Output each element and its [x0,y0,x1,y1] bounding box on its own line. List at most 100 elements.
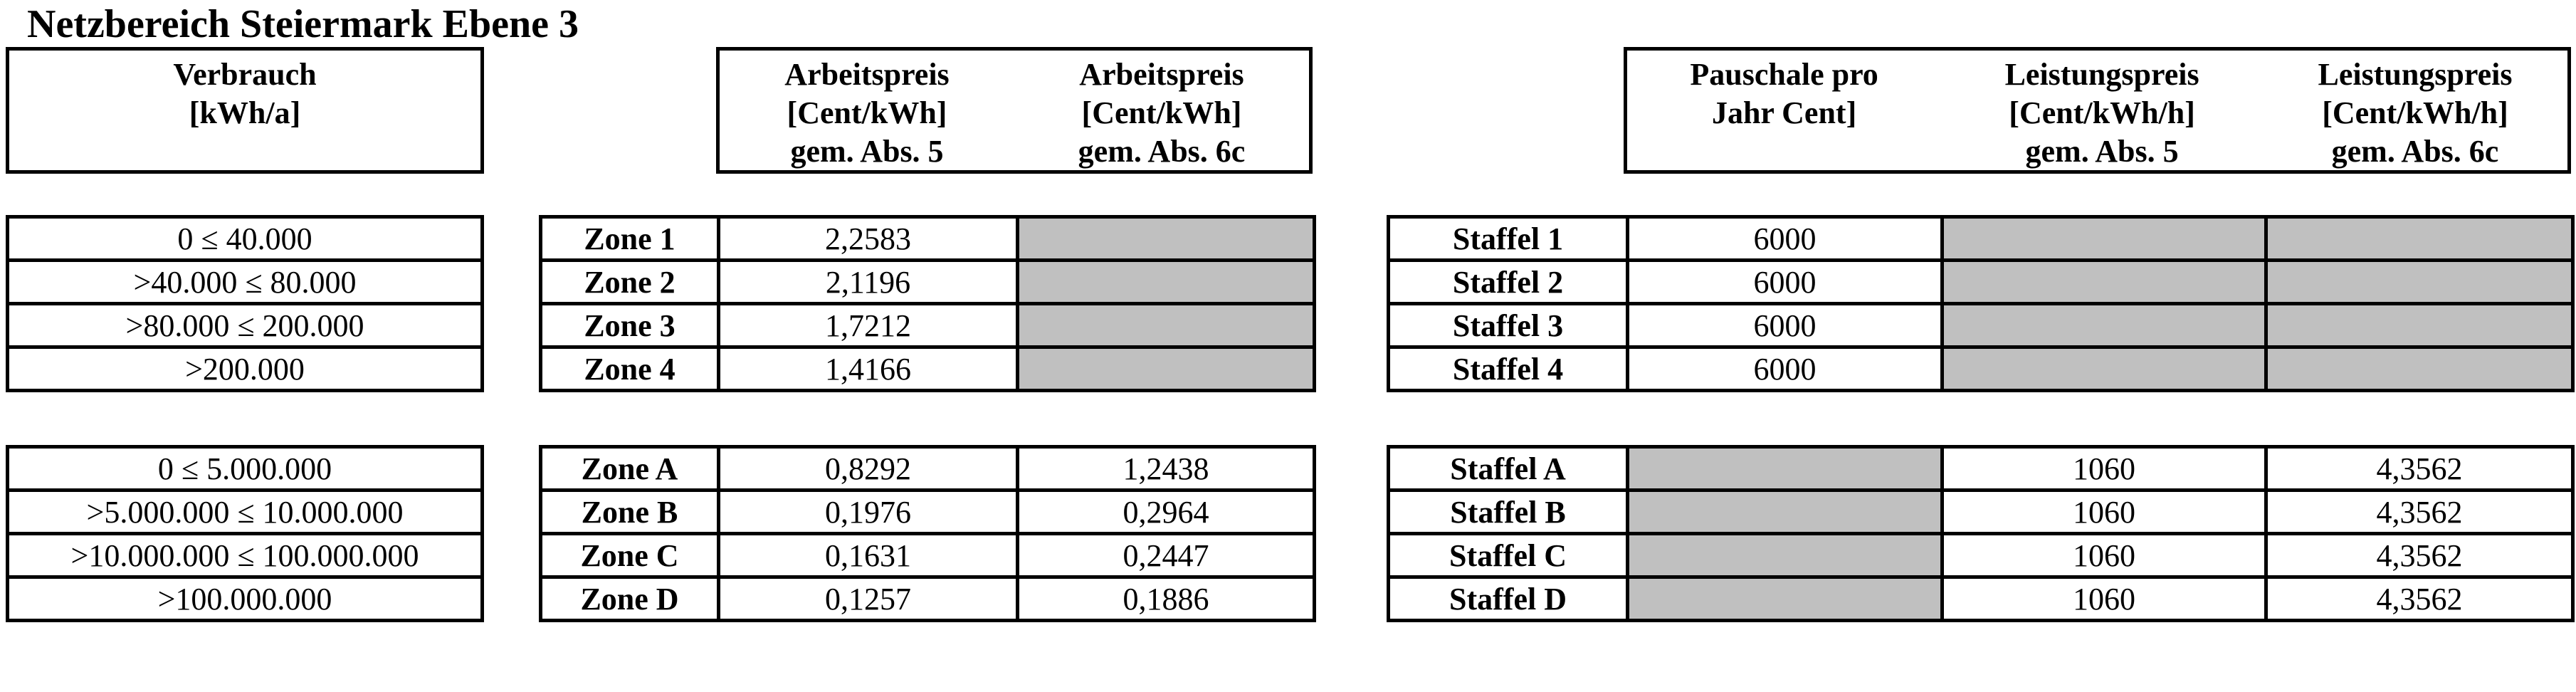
empty-cell [1626,532,1944,579]
empty-cell [1626,575,1944,622]
price-cell: 6000 [1626,258,1944,305]
table-row: Staffel D 1060 4,3562 [1387,575,2575,622]
zone-price-table-2: Zone A 0,8292 1,2438 Zone B 0,1976 0,296… [539,445,1316,622]
price-cell: 6000 [1626,345,1944,392]
table-row: >5.000.000 ≤ 10.000.000 [6,488,484,535]
staffel-price-table-1: Staffel 1 6000 Staffel 2 6000 Staffel 3 … [1387,215,2575,392]
staffel-label: Staffel C [1387,532,1629,579]
table-row: Zone B 0,1976 0,2964 [539,488,1316,535]
price-cell: 0,1976 [717,488,1019,535]
price-cell: 1,4166 [717,345,1019,392]
range-cell: >10.000.000 ≤ 100.000.000 [6,532,484,579]
empty-cell [2264,215,2575,262]
empty-cell [1016,258,1316,305]
header-leistungspreis-abs6c: Leistungspreis [Cent/kWh/h] gem. Abs. 6c [2263,51,2567,170]
empty-cell [1016,345,1316,392]
price-cell: 0,1886 [1016,575,1316,622]
header-verbrauch: Verbrauch [kWh/a] [9,51,480,170]
table-row: >200.000 [6,345,484,392]
header-pauschale: Pauschale pro Jahr Cent] [1627,51,1941,170]
empty-cell [1626,445,1944,492]
page-title: Netzbereich Steiermark Ebene 3 [27,2,579,46]
header-line: [Cent/kWh/h] [2322,95,2508,130]
range-cell: 0 ≤ 40.000 [6,215,484,262]
verbrauch-range-table-2: 0 ≤ 5.000.000 >5.000.000 ≤ 10.000.000 >1… [6,445,484,622]
header-line: [Cent/kWh/h] [2009,95,2195,130]
table-row: Staffel B 1060 4,3562 [1387,488,2575,535]
header-line: Leistungspreis [2004,57,2199,92]
verbrauch-range-table-1: 0 ≤ 40.000 >40.000 ≤ 80.000 >80.000 ≤ 20… [6,215,484,392]
price-cell: 0,1631 [717,532,1019,579]
header-box-arbeitspreis: Arbeitspreis [Cent/kWh] gem. Abs. 5 Arbe… [716,47,1313,174]
range-cell: 0 ≤ 5.000.000 [6,445,484,492]
range-cell: >200.000 [6,345,484,392]
header-arbeitspreis-abs6c: Arbeitspreis [Cent/kWh] gem. Abs. 6c [1014,51,1309,170]
price-cell: 1060 [1940,575,2268,622]
price-cell: 4,3562 [2264,575,2575,622]
zone-price-table-1: Zone 1 2,2583 Zone 2 2,1196 Zone 3 1,721… [539,215,1316,392]
price-cell: 1060 [1940,488,2268,535]
table-row: Staffel 1 6000 [1387,215,2575,262]
header-box-leistungspreis: Pauschale pro Jahr Cent] Leistungspreis … [1624,47,2571,174]
table-row: >10.000.000 ≤ 100.000.000 [6,532,484,579]
empty-cell [1016,302,1316,349]
empty-cell [1940,215,2268,262]
table-row: >100.000.000 [6,575,484,622]
header-line: [Cent/kWh] [1081,95,1242,130]
zone-label: Zone 4 [539,345,720,392]
table-row: Zone A 0,8292 1,2438 [539,445,1316,492]
price-cell: 4,3562 [2264,488,2575,535]
table-row: Zone C 0,1631 0,2447 [539,532,1316,579]
price-cell: 0,8292 [717,445,1019,492]
range-cell: >80.000 ≤ 200.000 [6,302,484,349]
staffel-label: Staffel A [1387,445,1629,492]
price-cell: 1,7212 [717,302,1019,349]
price-cell: 1,2438 [1016,445,1316,492]
header-line: Arbeitspreis [1079,57,1244,92]
staffel-label: Staffel D [1387,575,1629,622]
staffel-label: Staffel 4 [1387,345,1629,392]
empty-cell [2264,258,2575,305]
range-cell: >100.000.000 [6,575,484,622]
empty-cell [1016,215,1316,262]
header-line: [Cent/kWh] [787,95,947,130]
staffel-label: Staffel 2 [1387,258,1629,305]
price-cell: 0,1257 [717,575,1019,622]
table-row: Zone 3 1,7212 [539,302,1316,349]
empty-cell [1940,302,2268,349]
empty-cell [1940,258,2268,305]
table-row: >80.000 ≤ 200.000 [6,302,484,349]
range-cell: >5.000.000 ≤ 10.000.000 [6,488,484,535]
range-cell: >40.000 ≤ 80.000 [6,258,484,305]
table-row: 0 ≤ 5.000.000 [6,445,484,492]
empty-cell [2264,345,2575,392]
zone-label: Zone 3 [539,302,720,349]
price-cell: 4,3562 [2264,532,2575,579]
header-leistungspreis-abs5: Leistungspreis [Cent/kWh/h] gem. Abs. 5 [1941,51,2263,170]
staffel-label: Staffel 3 [1387,302,1629,349]
header-arbeitspreis-abs5: Arbeitspreis [Cent/kWh] gem. Abs. 5 [720,51,1014,170]
header-line: Verbrauch [173,57,317,92]
table-row: Staffel A 1060 4,3562 [1387,445,2575,492]
header-line: Pauschale pro [1690,57,1878,92]
staffel-price-table-2: Staffel A 1060 4,3562 Staffel B 1060 4,3… [1387,445,2575,622]
price-cell: 6000 [1626,302,1944,349]
header-line: gem. Abs. 5 [790,134,944,169]
price-cell: 4,3562 [2264,445,2575,492]
zone-label: Zone B [539,488,720,535]
price-cell: 1060 [1940,532,2268,579]
price-cell: 6000 [1626,215,1944,262]
header-line: gem. Abs. 5 [2025,134,2179,169]
header-line: Leistungspreis [2318,57,2513,92]
empty-cell [1626,488,1944,535]
zone-label: Zone D [539,575,720,622]
table-row: Zone 2 2,1196 [539,258,1316,305]
price-cell: 0,2964 [1016,488,1316,535]
empty-cell [1940,345,2268,392]
staffel-label: Staffel B [1387,488,1629,535]
zone-label: Zone A [539,445,720,492]
table-row: Zone 1 2,2583 [539,215,1316,262]
header-line: gem. Abs. 6c [1078,134,1246,169]
header-line: Arbeitspreis [784,57,950,92]
